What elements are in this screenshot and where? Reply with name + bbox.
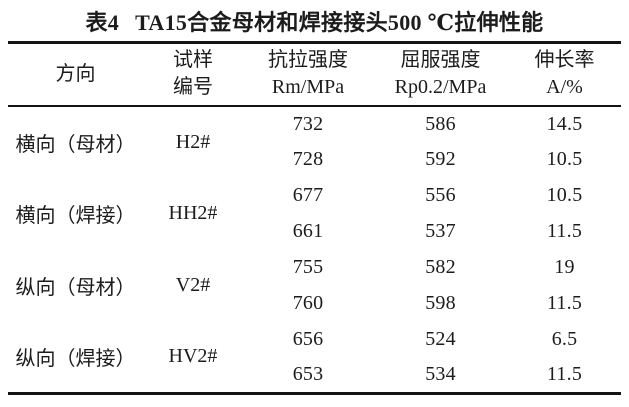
elongation-value: 19 bbox=[554, 256, 575, 278]
yield-value: 592 bbox=[425, 148, 456, 170]
table-title-text: TA15合金母材和焊接接头500 ℃拉伸性能 bbox=[135, 9, 544, 35]
yield-value: 524 bbox=[425, 328, 456, 350]
table-row: 纵向（焊接） HV2# 656 524 6.5 bbox=[8, 322, 621, 370]
header-tensile-line2: Rm/MPa bbox=[271, 76, 345, 99]
header-direction-label: 方向 bbox=[55, 62, 96, 85]
specimen-cell: H2# bbox=[175, 130, 211, 153]
header-yield-strength: 屈服强度 Rp0.2/MPa bbox=[373, 42, 508, 107]
table-number-label: 表4 bbox=[85, 9, 120, 35]
direction-cell: 横向（焊接） bbox=[15, 205, 136, 227]
table-title: 表4 TA15合金母材和焊接接头500 ℃拉伸性能 bbox=[0, 0, 629, 41]
header-tensile-line1: 抗拉强度 bbox=[268, 49, 348, 72]
tensile-value: 656 bbox=[292, 328, 324, 350]
elongation-value: 11.5 bbox=[546, 363, 583, 386]
elongation-value: 10.5 bbox=[546, 148, 583, 170]
tensile-value: 653 bbox=[292, 363, 324, 386]
table-row: 661 537 11.5 bbox=[8, 214, 621, 250]
yield-value: 556 bbox=[425, 184, 456, 206]
tensile-value: 755 bbox=[292, 256, 324, 278]
header-elongation-line2: A/% bbox=[546, 76, 583, 99]
table-row: 横向（母材） H2# 732 586 14.5 bbox=[8, 106, 621, 156]
yield-value: 537 bbox=[425, 220, 456, 242]
tensile-value: 677 bbox=[292, 184, 324, 206]
table-row: 760 598 11.5 bbox=[8, 286, 621, 322]
tensile-value: 732 bbox=[292, 112, 324, 135]
header-row: 方向 试样 编号 抗拉强度 Rm/MPa 屈服强度 Rp0.2/MPa 伸长率 … bbox=[8, 42, 621, 107]
table-header: 方向 试样 编号 抗拉强度 Rm/MPa 屈服强度 Rp0.2/MPa 伸长率 … bbox=[8, 42, 621, 107]
header-direction: 方向 bbox=[8, 42, 143, 107]
tensile-value: 760 bbox=[292, 292, 324, 314]
header-elongation-line1: 伸长率 bbox=[534, 49, 595, 72]
header-elongation: 伸长率 A/% bbox=[508, 42, 621, 107]
header-specimen: 试样 编号 bbox=[143, 42, 243, 107]
header-yield-line1: 屈服强度 bbox=[400, 49, 481, 72]
specimen-cell: HV2# bbox=[168, 345, 218, 368]
tensile-value: 661 bbox=[292, 220, 324, 242]
yield-value: 598 bbox=[425, 292, 456, 314]
header-tensile-strength: 抗拉强度 Rm/MPa bbox=[243, 42, 373, 107]
direction-cell: 横向（母材） bbox=[15, 133, 136, 156]
table-row: 728 592 10.5 bbox=[8, 142, 621, 178]
tensile-value: 728 bbox=[292, 148, 324, 170]
elongation-value: 11.5 bbox=[546, 292, 583, 314]
table-row: 横向（焊接） HH2# 677 556 10.5 bbox=[8, 178, 621, 227]
tensile-properties-table: 方向 试样 编号 抗拉强度 Rm/MPa 屈服强度 Rp0.2/MPa 伸长率 … bbox=[8, 41, 621, 395]
table-row: 纵向（母材） V2# 755 582 19 bbox=[8, 250, 621, 299]
header-specimen-line1: 试样 bbox=[173, 49, 213, 72]
elongation-value: 6.5 bbox=[551, 328, 578, 350]
direction-cell: 纵向（焊接） bbox=[15, 348, 136, 371]
yield-value: 586 bbox=[425, 112, 456, 135]
specimen-cell: V2# bbox=[175, 274, 211, 296]
table-body: 横向（母材） H2# 732 586 14.5 728 592 10.5 横向（… bbox=[8, 106, 621, 394]
specimen-cell: HH2# bbox=[168, 202, 218, 224]
yield-value: 534 bbox=[425, 363, 456, 386]
yield-value: 582 bbox=[425, 256, 456, 278]
header-yield-line2: Rp0.2/MPa bbox=[394, 76, 487, 99]
elongation-value: 11.5 bbox=[546, 220, 583, 242]
elongation-value: 14.5 bbox=[546, 112, 583, 135]
elongation-value: 10.5 bbox=[546, 184, 583, 206]
header-specimen-line2: 编号 bbox=[173, 76, 213, 99]
table-row: 653 534 11.5 bbox=[8, 358, 621, 394]
direction-cell: 纵向（母材） bbox=[15, 277, 136, 299]
